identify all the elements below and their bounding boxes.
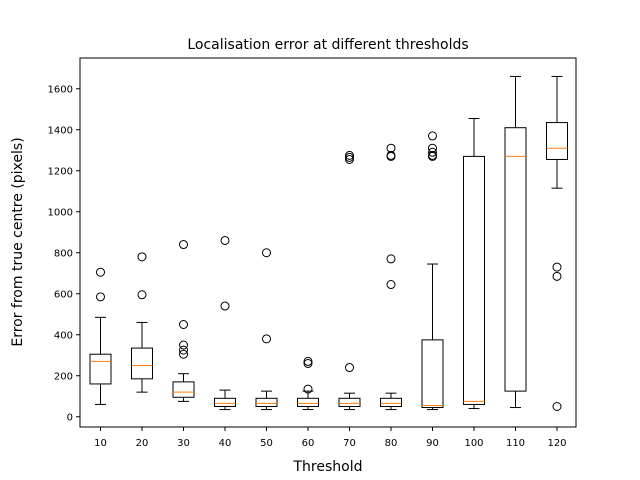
outlier-point (179, 320, 188, 329)
outlier-point (179, 340, 188, 350)
outlier-point (552, 402, 562, 411)
box-iqr (255, 397, 278, 407)
y-tick-label: 600 (54, 289, 73, 300)
y-tick-label: 1200 (48, 166, 73, 177)
box-iqr (380, 397, 402, 407)
y-tick-label: 800 (54, 248, 73, 259)
x-tick-label: 110 (506, 438, 525, 449)
outlier-point (552, 262, 562, 272)
outlier-point (179, 349, 188, 359)
outlier-point (220, 235, 230, 245)
y-tick-label: 1400 (48, 125, 73, 136)
outlier-point (345, 363, 354, 373)
outlier-point (96, 267, 105, 277)
outlier-point (386, 254, 396, 264)
outlier-point (386, 151, 396, 161)
x-tick-label: 30 (177, 438, 190, 449)
y-tick-label: 0 (67, 412, 73, 423)
outlier-point (137, 290, 147, 300)
x-axis-label: Threshold (293, 459, 363, 475)
x-tick-label: 120 (547, 438, 566, 449)
outlier-point (137, 252, 147, 262)
x-tick-label: 50 (260, 438, 273, 449)
plot-frame (79, 57, 577, 428)
box-iqr (504, 127, 527, 392)
y-axis-label: Error from true centre (pixels) (10, 137, 26, 346)
x-tick-label: 80 (385, 438, 398, 449)
outlier-point (262, 248, 271, 258)
y-tick-label: 200 (54, 371, 73, 382)
outlier-point (220, 301, 230, 311)
x-tick-label: 10 (94, 438, 107, 449)
outlier-point (428, 147, 437, 157)
outlier-point (345, 154, 354, 164)
x-tick-label: 20 (136, 438, 149, 449)
outlier-point (428, 131, 437, 141)
x-tick-label: 70 (343, 438, 356, 449)
outlier-point (303, 384, 313, 394)
outlier-point (96, 292, 105, 302)
outlier-point (179, 345, 188, 355)
box-iqr (89, 353, 112, 385)
y-tick-label: 1600 (48, 84, 73, 95)
box-iqr (338, 397, 361, 407)
box-iqr (421, 339, 444, 409)
box-iqr (546, 122, 568, 160)
outlier-point (303, 358, 313, 368)
box-iqr (297, 397, 319, 407)
chart-title: Localisation error at different threshol… (187, 37, 468, 53)
box-iqr (463, 155, 485, 405)
outlier-point (262, 334, 271, 344)
outlier-point (386, 280, 396, 290)
outlier-point (552, 271, 562, 281)
box-iqr (131, 347, 153, 380)
x-tick-label: 40 (219, 438, 232, 449)
x-tick-label: 60 (302, 438, 315, 449)
y-tick-label: 1000 (48, 207, 73, 218)
outlier-point (179, 240, 188, 250)
y-tick-label: 400 (54, 330, 73, 341)
box-iqr (172, 381, 195, 398)
x-tick-label: 100 (464, 438, 483, 449)
x-tick-label: 90 (426, 438, 439, 449)
box-iqr (214, 397, 236, 407)
outlier-point (428, 151, 437, 161)
plot-area: 0 200 400 600 800 1000 1200 1400 1600 10 20 30 40 50 6… (48, 75, 568, 449)
